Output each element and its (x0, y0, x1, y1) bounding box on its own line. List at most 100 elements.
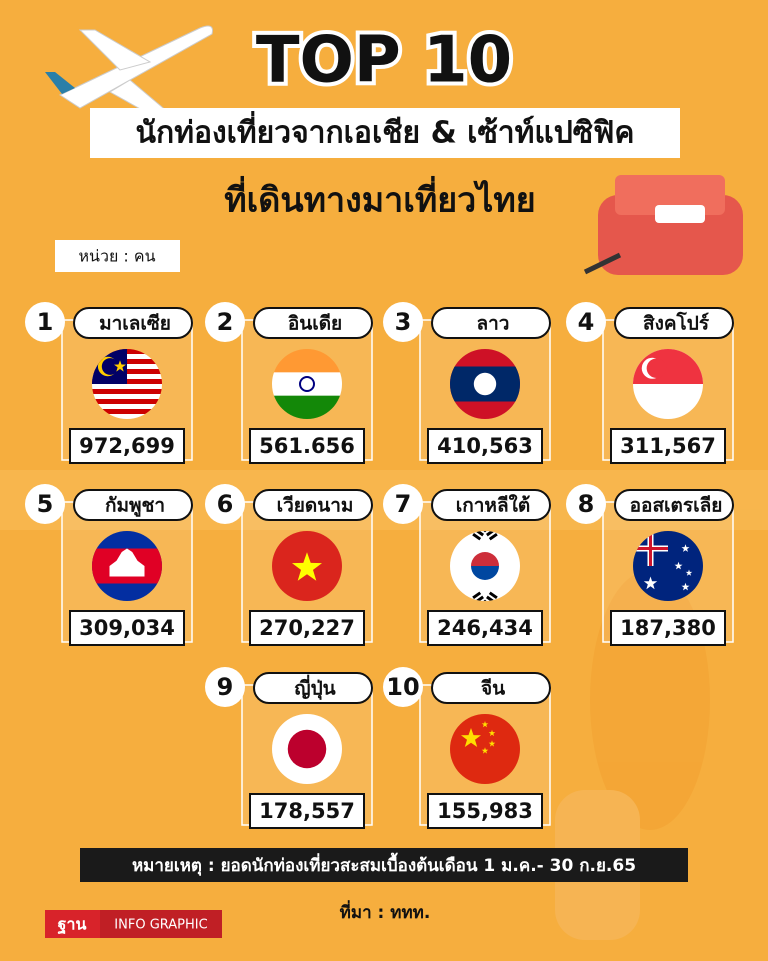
country-name: เวียดนาม (277, 495, 354, 517)
country-name: สิงคโปร์ (643, 312, 710, 335)
rank-number: 5 (37, 490, 54, 518)
visitor-count: 178,557 (259, 799, 355, 823)
flag-stripe (272, 372, 342, 397)
rank-number: 9 (217, 673, 234, 701)
visitor-count: 309,034 (79, 616, 175, 640)
flag-crescent-cut (101, 358, 119, 375)
rank-circle (383, 667, 423, 707)
country-flag (633, 349, 703, 419)
suitcase-handle (583, 252, 622, 275)
country-name: ลาว (477, 313, 510, 335)
flag-temple (109, 548, 145, 577)
flag-trigram (485, 595, 495, 601)
value-box (427, 610, 543, 646)
brand-logo: ฐาน (58, 915, 87, 935)
visitor-count: 311,567 (620, 434, 716, 458)
note: หมายเหตุ : ยอดนักท่องเที่ยวสะสมเบื้องต้น… (132, 852, 636, 876)
country-pill (614, 307, 734, 339)
country-card: จีน 10 155,983 (383, 667, 551, 829)
country-pill (431, 672, 551, 704)
flag-star (292, 552, 322, 581)
rank-circle (566, 484, 606, 524)
flag-trigram (488, 532, 498, 541)
rank-number: 10 (386, 673, 419, 701)
brand-logo-box (45, 910, 100, 938)
subtitle-box (90, 108, 680, 158)
country-name: ออสเตรเลีย (630, 495, 723, 517)
rank-number: 2 (217, 308, 234, 336)
country-pill (431, 307, 551, 339)
rank-circle (25, 484, 65, 524)
flag-star (461, 728, 481, 747)
country-card: อินเดีย 2 561.656 (205, 302, 373, 464)
flag-crescent-cut (646, 358, 667, 379)
country-pill (73, 307, 193, 339)
source: ที่มา : ททท. (340, 900, 431, 923)
airplane-icon (45, 25, 213, 121)
flag-stripe (92, 404, 162, 410)
flag-chakra (299, 376, 315, 392)
visitor-count: 410,563 (437, 434, 533, 458)
country-pill (253, 307, 373, 339)
flag-star (674, 561, 683, 570)
rank-circle (566, 302, 606, 342)
country-name: เกาหลีใต้ (456, 494, 530, 517)
flag-field (633, 531, 703, 601)
value-box (610, 610, 726, 646)
flag-trigram (488, 591, 498, 600)
flag-stripe (92, 409, 162, 415)
flag-trigram (475, 531, 485, 537)
country-card: ญี่ปุ่น 9 178,557 (205, 667, 373, 829)
country-card: ลาว 3 410,563 (383, 302, 551, 464)
flag-star (481, 747, 489, 754)
title: TOP 10 (256, 24, 512, 98)
rank-circle (25, 302, 65, 342)
country-card: ออสเตรเลีย 8 187,380 (566, 484, 734, 646)
rank-circle (383, 302, 423, 342)
rank-circle (205, 667, 245, 707)
value-box (427, 428, 543, 464)
flag-taeguk-top (471, 552, 499, 566)
visitor-count: 972,699 (79, 434, 175, 458)
suitcase-item (655, 205, 705, 223)
flag-star (681, 544, 690, 552)
flag-stripe (92, 394, 162, 400)
flag-taeguk-bottom (471, 566, 499, 580)
flag-star (488, 740, 496, 747)
flag-trigram (485, 531, 495, 537)
country-pill (73, 489, 193, 521)
value-box (610, 428, 726, 464)
country-card: มาเลเซีย 1 972,699 (25, 302, 193, 464)
title-outline: TOP 10 (256, 24, 512, 98)
airplane-wing (78, 29, 152, 71)
flag-stripe (92, 389, 162, 395)
rank-number: 8 (578, 490, 595, 518)
country-card: เวียดนาม 6 270,227 (205, 484, 373, 646)
value-box (69, 610, 185, 646)
country-name: จีน (481, 678, 505, 700)
rank-circle (383, 484, 423, 524)
country-name: อินเดีย (288, 313, 342, 335)
brand-tag: INFO GRAPHIC (114, 918, 207, 933)
visitor-count: 270,227 (259, 616, 355, 640)
value-box (249, 793, 365, 829)
flag-disc (287, 729, 327, 769)
unit-box (55, 240, 180, 272)
flag-stripe (92, 384, 162, 390)
rank-number: 1 (37, 308, 54, 336)
country-name: กัมพูชา (105, 495, 165, 518)
flag-trigram (472, 532, 482, 541)
airplane-body (58, 25, 213, 109)
country-card: กัมพูชา 5 309,034 (25, 484, 193, 646)
rank-circle (205, 484, 245, 524)
value-box (69, 428, 185, 464)
flag-star (114, 360, 126, 372)
flag-disc (473, 372, 497, 396)
flag-trigram (475, 595, 485, 601)
subtitle-2: ที่เดินทางมาเที่ยวไทย (224, 176, 535, 221)
country-flag (272, 714, 342, 784)
rank-number: 6 (217, 490, 234, 518)
value-box (249, 428, 365, 464)
